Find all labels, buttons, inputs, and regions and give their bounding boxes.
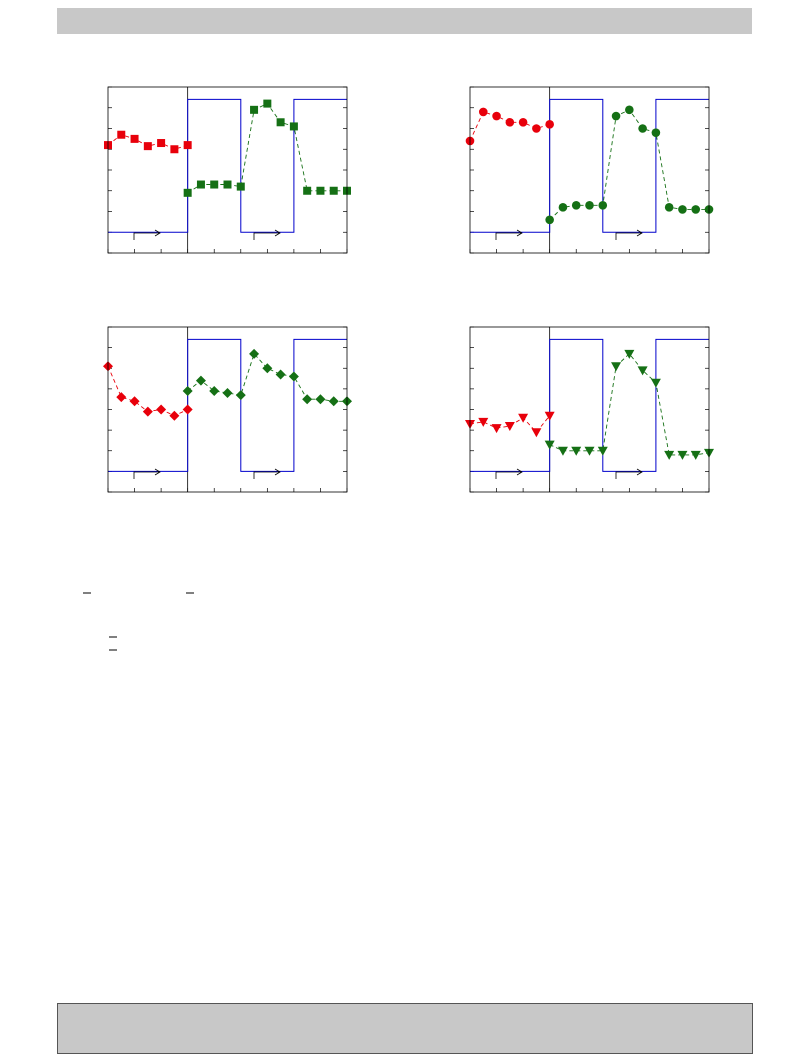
marker: [315, 394, 326, 405]
marker: [249, 348, 260, 359]
marker: [504, 422, 515, 431]
marker: [545, 120, 554, 129]
footer-box: [57, 1003, 753, 1054]
marker: [691, 205, 701, 214]
marker: [195, 375, 206, 386]
step-line: [470, 98, 709, 233]
chart: [465, 326, 714, 493]
marker: [288, 371, 299, 382]
header-bar: [57, 8, 752, 34]
marker: [532, 124, 541, 133]
marker: [478, 107, 488, 117]
marker: [585, 200, 594, 210]
marker: [545, 215, 554, 225]
marker: [169, 410, 180, 421]
marker: [116, 392, 127, 403]
marker: [571, 446, 582, 456]
marker: [316, 186, 325, 195]
bent-arrow: [133, 468, 161, 479]
marker: [598, 200, 608, 210]
chart: [103, 326, 352, 493]
marker: [329, 186, 338, 195]
marker: [303, 186, 312, 195]
marker: [276, 118, 285, 127]
marker: [236, 182, 245, 191]
marker: [678, 205, 687, 214]
marker: [664, 203, 674, 212]
marker: [196, 180, 205, 189]
marker: [584, 446, 595, 456]
bent-arrow: [253, 468, 281, 479]
marker: [182, 385, 193, 396]
chart: [465, 86, 714, 254]
bent-arrow: [615, 229, 643, 240]
plot-frame: [469, 86, 710, 254]
marker: [235, 390, 246, 401]
marker: [518, 413, 529, 423]
marker: [544, 411, 555, 421]
marker: [129, 396, 140, 407]
marker: [262, 363, 273, 374]
marker: [328, 396, 339, 407]
marker: [638, 124, 647, 133]
marker: [156, 404, 167, 415]
bent-arrow: [495, 468, 523, 479]
bent-arrow: [495, 229, 523, 240]
marker: [210, 180, 219, 189]
plot-frame: [469, 326, 710, 493]
marker: [182, 404, 193, 415]
plot-frame: [107, 86, 348, 254]
marker: [611, 111, 621, 121]
marker: [209, 385, 220, 396]
marker: [571, 200, 581, 210]
marker: [222, 388, 233, 398]
marker: [505, 117, 515, 127]
marker: [492, 111, 501, 121]
marker: [478, 417, 489, 427]
marker: [557, 446, 568, 456]
marker: [157, 139, 166, 148]
marker: [544, 440, 555, 450]
marker: [637, 366, 648, 376]
marker: [130, 134, 139, 143]
marker: [170, 145, 179, 154]
marker: [117, 130, 126, 139]
series-line: [187, 352, 347, 402]
marker: [275, 369, 286, 380]
series-line: [187, 103, 347, 194]
marker: [223, 180, 232, 189]
marker: [302, 394, 313, 405]
bent-arrow: [615, 468, 643, 479]
step-line: [108, 338, 347, 472]
marker: [289, 122, 298, 131]
marker: [624, 349, 635, 359]
marker: [664, 450, 675, 460]
marker: [650, 378, 661, 388]
marker: [183, 141, 192, 150]
marker: [263, 99, 272, 108]
marker: [651, 128, 661, 137]
marker: [611, 362, 622, 372]
marker: [677, 450, 688, 460]
plot-frame: [107, 326, 348, 493]
marker: [491, 424, 502, 434]
chart: [104, 86, 351, 254]
marker: [690, 450, 701, 460]
step-line: [108, 98, 347, 233]
marker: [518, 117, 528, 127]
bent-arrow: [133, 229, 161, 240]
marker: [531, 428, 542, 438]
marker: [625, 105, 634, 115]
marker: [142, 406, 153, 417]
marker: [183, 188, 192, 197]
series-line: [549, 353, 710, 456]
bent-arrow: [253, 229, 281, 240]
marker: [250, 105, 259, 114]
marker: [558, 203, 568, 212]
marker: [597, 446, 608, 456]
marker: [143, 142, 152, 151]
